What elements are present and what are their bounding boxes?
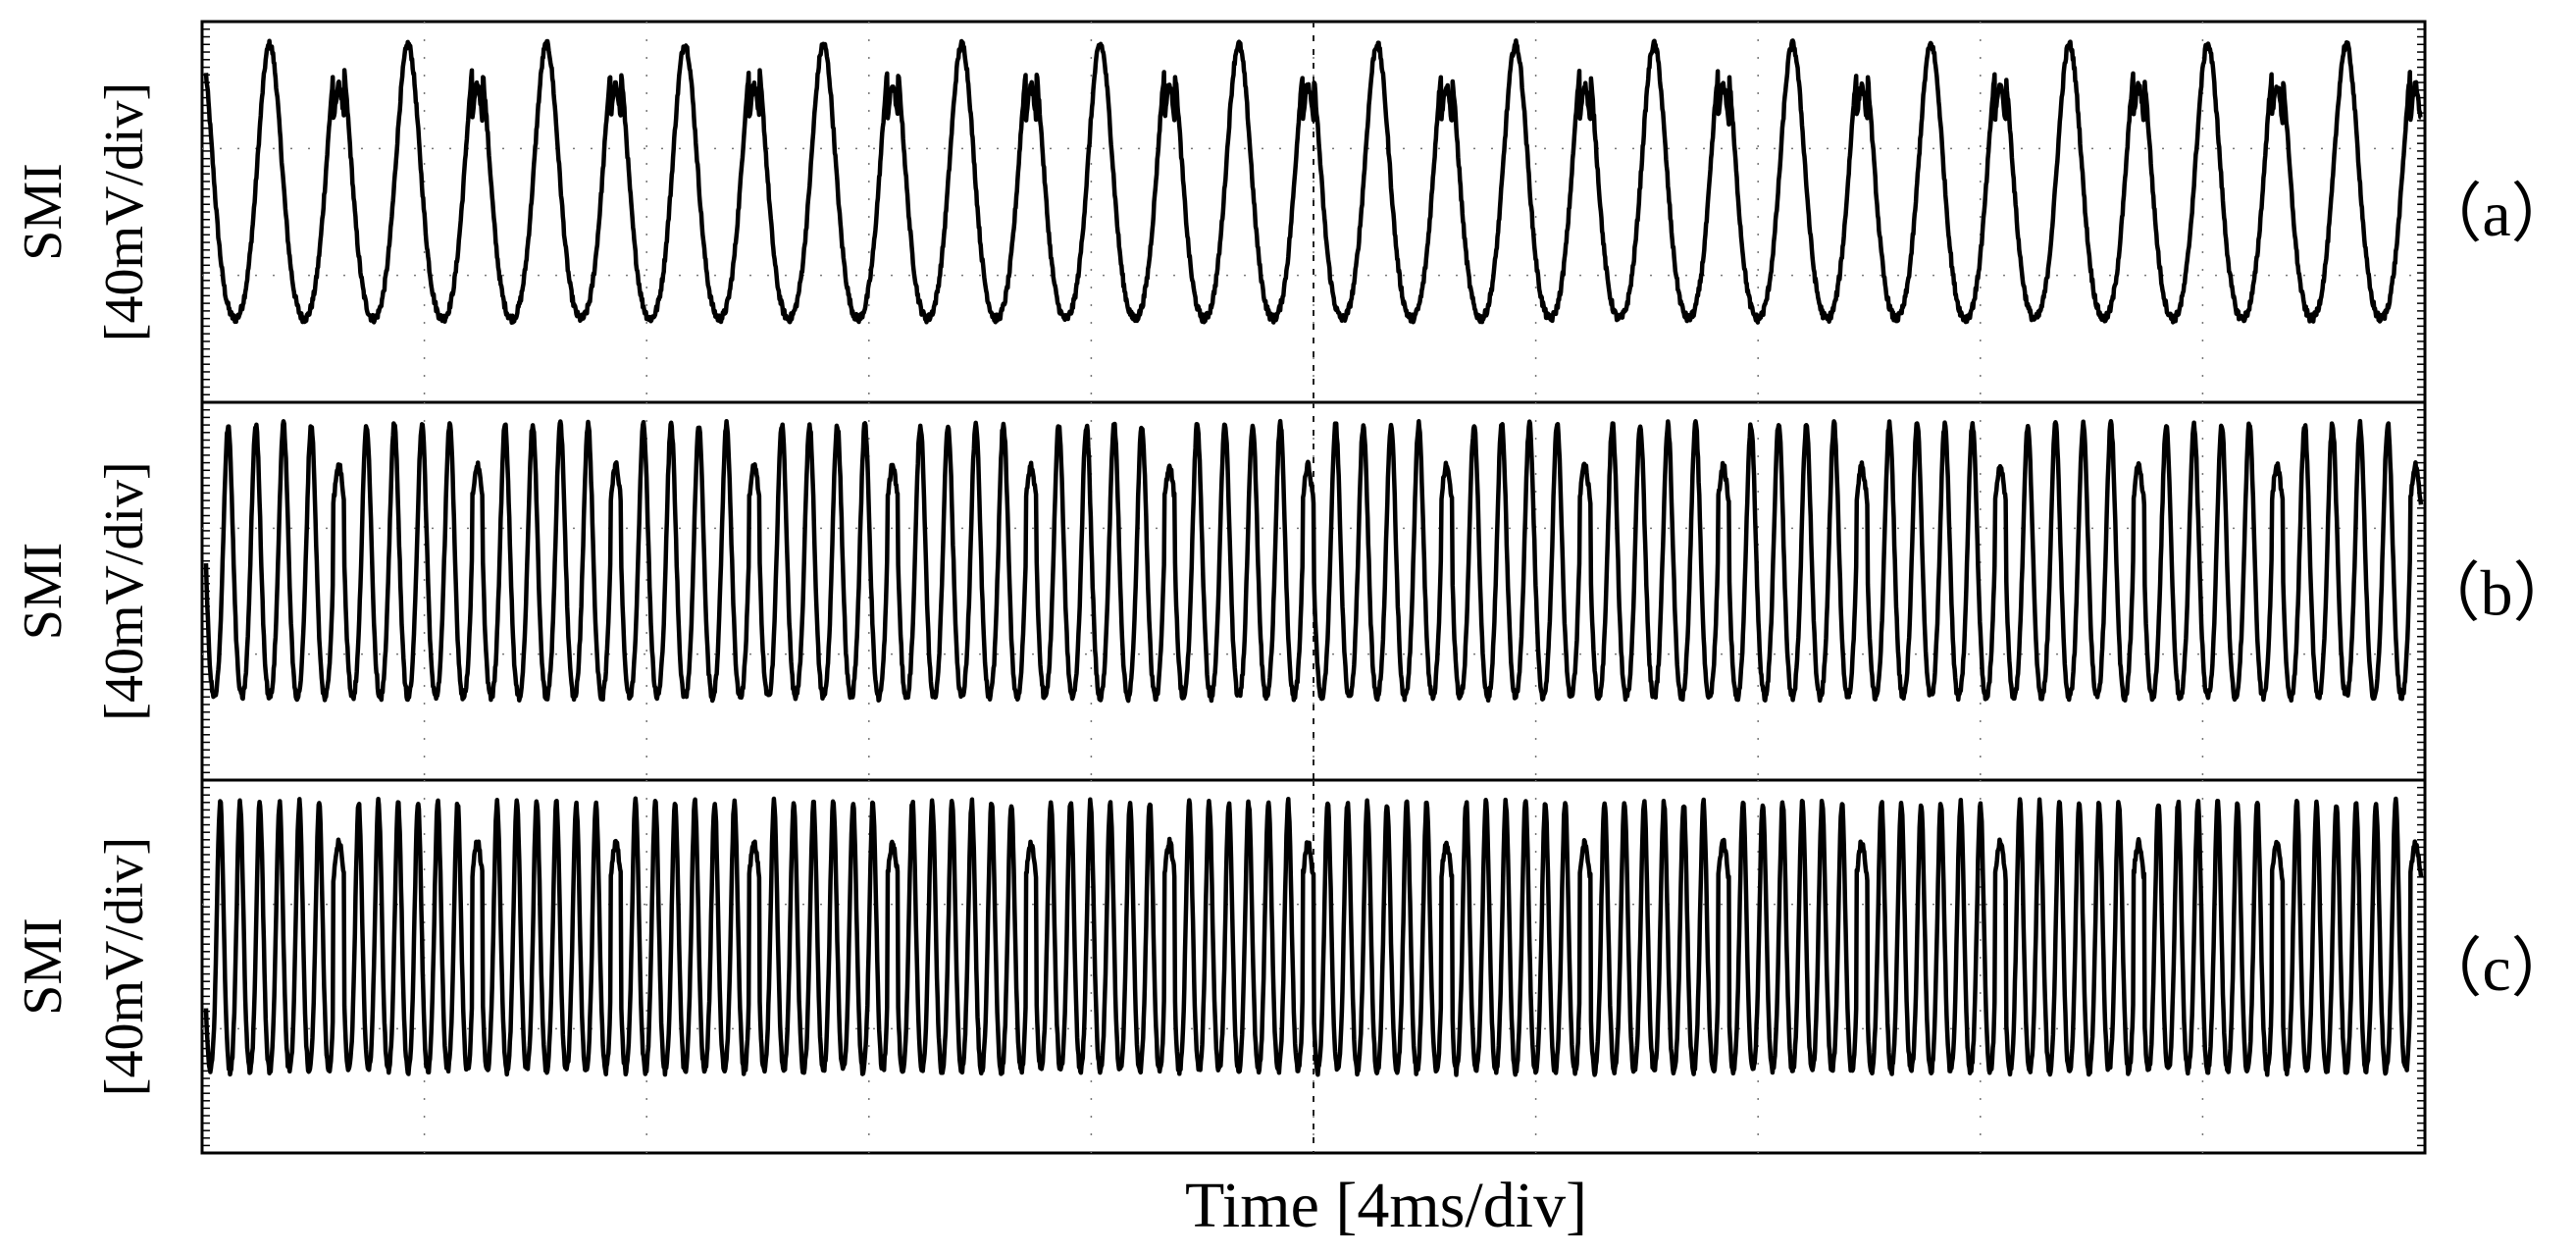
smi-trace <box>203 418 2424 704</box>
smi-trace <box>203 38 2423 326</box>
y-axis-label-line2: [40mV/div] <box>94 82 155 341</box>
panel-label: （b） <box>2416 558 2576 630</box>
panel-label: （a） <box>2417 179 2575 250</box>
y-axis-label-line2: [40mV/div] <box>94 837 155 1096</box>
panel-b: SMI [40mV/div] （b） <box>13 400 2576 782</box>
panel-label: （c） <box>2417 933 2575 1005</box>
y-axis-label-line1: SMI <box>13 543 74 641</box>
smi-trace <box>203 796 2424 1077</box>
y-axis-label-line1: SMI <box>13 163 74 261</box>
panel-c: SMI [40mV/div] （c） <box>13 778 2576 1155</box>
panel-a: SMI [40mV/div] （a） <box>13 20 2576 404</box>
y-axis-label-line1: SMI <box>13 917 74 1016</box>
x-axis-label: Time [4ms/div] <box>1185 1170 1587 1241</box>
panels: SMI [40mV/div] （a） SMI [40mV/div] （b） SMI [40mV… <box>13 20 2576 1155</box>
y-axis-label-line2: [40mV/div] <box>94 461 155 720</box>
